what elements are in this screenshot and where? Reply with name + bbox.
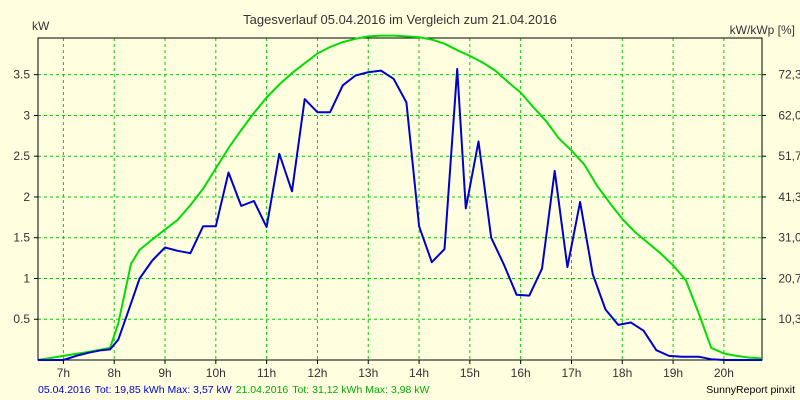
y-left-tick-label: 2 bbox=[23, 190, 30, 204]
footer-series2-date: 21.04.2016 bbox=[236, 384, 289, 396]
y-axis-right-label: kW/kWp [%] bbox=[730, 23, 795, 37]
x-tick-label: 20h bbox=[714, 366, 734, 380]
y-left-tick-label: 0.5 bbox=[13, 312, 30, 326]
footer-series2-summary: Tot: 31,12 kWh Max: 3,98 kW bbox=[292, 384, 429, 396]
series-line-1 bbox=[38, 68, 762, 361]
x-axis-ticks: 7h 8h 9h 10h 11h 12h 13h 14h 15h 16h 17h 18h 19h 20h bbox=[57, 360, 734, 380]
x-tick-label: 8h bbox=[108, 366, 121, 380]
footer-series1-date: 05.04.2016 bbox=[38, 384, 91, 396]
y-left-tick-label: 1 bbox=[23, 271, 30, 285]
x-tick-label: 14h bbox=[409, 366, 429, 380]
y-axis-left-label: kW bbox=[32, 19, 50, 33]
y-left-tick-label: 3.5 bbox=[13, 68, 30, 82]
grid bbox=[38, 38, 762, 360]
y-left-tick-label: 1.5 bbox=[13, 231, 30, 245]
series-line-2 bbox=[37, 34, 763, 361]
x-tick-label: 12h bbox=[307, 366, 327, 380]
plot-frame bbox=[37, 37, 763, 361]
footer-series1-summary: Tot: 19,85 kWh Max: 3,57 kW bbox=[95, 384, 232, 396]
series-layer bbox=[37, 34, 763, 361]
x-tick-label: 11h bbox=[257, 366, 276, 380]
y-right-tick-label: 20,7 bbox=[778, 271, 800, 285]
y-right-tick-label: 51,7 bbox=[778, 149, 800, 163]
x-tick-label: 17h bbox=[561, 366, 581, 380]
x-tick-label: 9h bbox=[158, 366, 171, 380]
y-left-tick-label: 3 bbox=[23, 108, 30, 122]
y-right-tick-label: 72,3 bbox=[778, 68, 800, 82]
y-axis-right-ticks: 10,3 20,7 31,0 41,3 51,7 62,0 72,3 bbox=[762, 68, 800, 326]
y-right-tick-label: 41,3 bbox=[778, 190, 800, 204]
x-tick-label: 15h bbox=[460, 366, 480, 380]
y-axis-left-ticks: 0.5 1 1.5 2 2.5 3 3.5 bbox=[13, 68, 38, 326]
x-tick-label: 18h bbox=[612, 366, 632, 380]
x-tick-label: 10h bbox=[206, 366, 226, 380]
y-right-tick-label: 31,0 bbox=[778, 231, 800, 245]
footer-summary: 05.04.2016 Tot: 19,85 kWh Max: 3,57 kW 21.… bbox=[38, 384, 429, 396]
y-right-tick-label: 10,3 bbox=[778, 312, 800, 326]
chart-title: Tagesverlauf 05.04.2016 im Vergleich zum… bbox=[243, 12, 557, 27]
y-left-tick-label: 2.5 bbox=[13, 149, 30, 163]
x-tick-label: 16h bbox=[511, 366, 531, 380]
x-tick-label: 13h bbox=[358, 366, 378, 380]
footer-credit: SunnyReport pinxit bbox=[706, 384, 795, 396]
x-tick-label: 19h bbox=[663, 366, 683, 380]
x-tick-label: 7h bbox=[57, 366, 70, 380]
y-right-tick-label: 62,0 bbox=[778, 108, 800, 122]
